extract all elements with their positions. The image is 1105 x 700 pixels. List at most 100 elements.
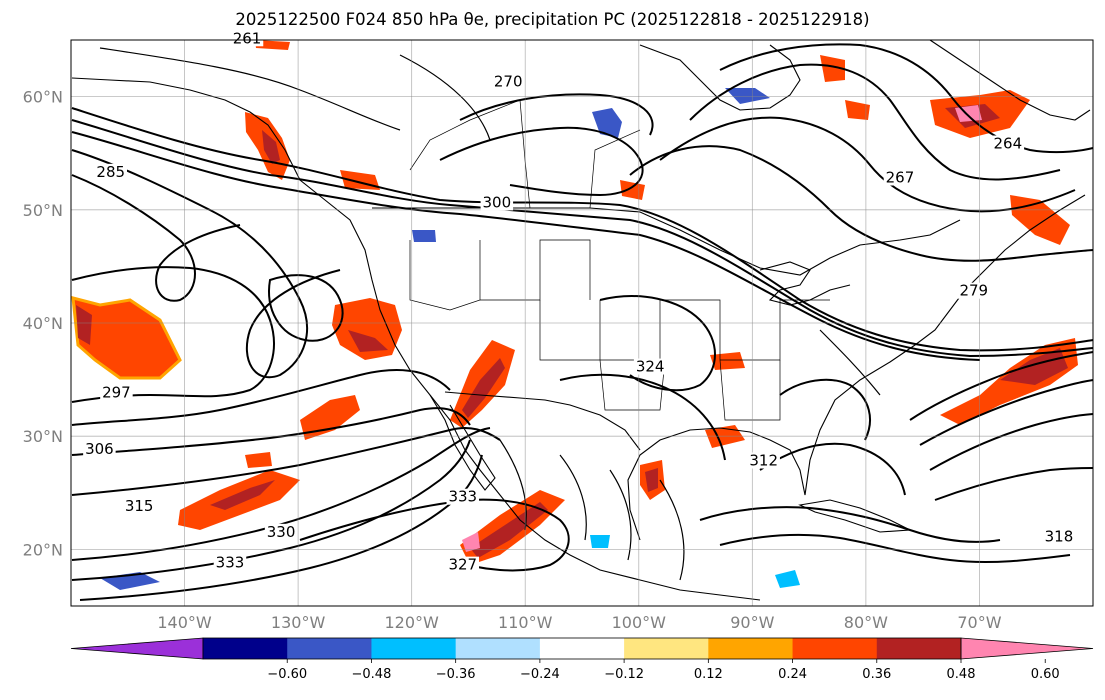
contour-label: 267 (886, 169, 915, 187)
colorbar-segment (203, 638, 288, 659)
contour-line-27 (719, 533, 1071, 564)
contour-label: 318 (1045, 527, 1074, 545)
contour-label: 312 (749, 452, 778, 470)
precip-area-hawaii-region (245, 452, 272, 468)
map-frame (70, 39, 1094, 607)
contour-line-16 (629, 145, 1094, 262)
contour-line-1 (71, 107, 1094, 352)
thin-contour-5 (609, 469, 632, 561)
lon-tick-label: 80°W (844, 613, 888, 632)
thin-contour-1 (99, 47, 401, 131)
state-border-3 (539, 300, 601, 361)
precip-area-gulf-core (645, 468, 658, 492)
map-panel: 285 297 306 300 270 324 333 330 333 327 318 279 312 2… (70, 29, 1094, 607)
contour-label: 306 (85, 440, 114, 458)
colorbar-tick-label: 0.12 (694, 667, 723, 682)
state-border-10 (409, 99, 521, 171)
contour-label-bg (213, 554, 247, 571)
precip-area-idaho-blue (412, 230, 436, 242)
contour-label-bg (94, 163, 127, 180)
contour-label: 285 (96, 163, 125, 181)
thin-contour-6 (659, 479, 685, 581)
contour-line-29 (779, 378, 871, 441)
contour-label: 330 (267, 523, 296, 541)
precip-area-southeast (710, 352, 745, 370)
contour-label-bg (100, 384, 133, 401)
coastlines (71, 39, 1091, 601)
colorbar-tick-label: 0.60 (1031, 667, 1060, 682)
colorbar-segment (792, 638, 878, 659)
contour-label: 270 (494, 72, 523, 90)
hudson-bay-coast (639, 44, 801, 111)
precip-area-ontario (845, 100, 870, 120)
lat-tick-label: 20°N (23, 540, 63, 559)
contour-label-bg (230, 30, 264, 47)
contour-line-30 (268, 274, 344, 342)
contour-line-10 (71, 427, 491, 561)
precip-area-hudson (820, 55, 845, 82)
contour-label-bg (480, 194, 514, 211)
alaska-coast (71, 77, 761, 601)
precip-area-quebec-blue (725, 88, 770, 104)
contour-label: 300 (483, 193, 512, 211)
precip-area-hudson-blue (592, 108, 622, 138)
contour-label-bg (446, 556, 480, 573)
contour-label: 315 (125, 497, 154, 515)
contour-line-23 (934, 467, 1094, 501)
colorbar-tick-label: 0.36 (862, 667, 891, 682)
precip-area-pacific-west-edge (71, 296, 182, 380)
precip-area-pacific-west-core (76, 305, 92, 345)
colorbar-tick-label: 0.48 (947, 667, 976, 682)
colorbar-outline (202, 637, 962, 660)
thin-contour-4 (559, 454, 587, 541)
precip-area-mexico-peak (462, 532, 480, 552)
us-mexico-border (444, 391, 641, 451)
precip-area-maritimes (1010, 195, 1070, 245)
contour-line-21 (919, 379, 1094, 446)
gridlines (71, 40, 1093, 606)
contour-label: 333 (216, 553, 245, 571)
contour-labels: 285 297 306 300 270 324 333 330 333 327 318 279 312 2… (83, 29, 1076, 574)
contour-label-bg (264, 523, 298, 540)
colorbar-segment (539, 638, 625, 659)
contour-label-bg (491, 73, 525, 90)
lon-tick-label: 70°W (957, 613, 1001, 632)
contour-line-7 (71, 369, 451, 426)
colorbar-tick-label: −0.60 (267, 667, 307, 682)
lat-tick-label: 60°N (23, 88, 63, 107)
colorbar-segment (876, 638, 962, 659)
precip-area-pnw-core (262, 130, 280, 164)
lat-tick-label: 50°N (23, 201, 63, 220)
longitude-axis-labels: 140°W 130°W 120°W 110°W 100°W 90°W 80°W 70°W (157, 613, 1001, 632)
lon-tick-label: 110°W (498, 613, 553, 632)
precip-area-mexico-blue (590, 535, 610, 548)
contour-line-2 (71, 119, 1094, 358)
precip-area-subtropical-core (210, 480, 275, 510)
colorbar-segment (708, 638, 794, 659)
contour-line-25 (559, 373, 726, 461)
contour-line-6 (71, 266, 275, 403)
colorbar-tick-label: −0.12 (604, 667, 644, 682)
precip-area-pacific-mid (300, 395, 360, 440)
contour-label-bg (446, 488, 480, 505)
colorbar-tick-label: −0.36 (436, 667, 476, 682)
state-border-9 (589, 129, 641, 209)
contour-line-4 (71, 149, 341, 379)
thin-contour-7 (819, 329, 881, 396)
colorbar-extend-min (70, 637, 204, 660)
precip-area-california (332, 298, 402, 360)
colorbar-tick-label: −0.24 (520, 667, 560, 682)
contour-label-bg (633, 358, 667, 375)
precip-area-caribbean-blue (775, 570, 800, 588)
thin-contour-3 (499, 439, 527, 531)
state-border-6 (720, 299, 830, 361)
baja-coast (429, 394, 496, 491)
lon-tick-label: 100°W (612, 613, 667, 632)
colorbar: −0.60 −0.48 −0.36 −0.24 −0.12 0.12 0.24 0.36 0.4… (70, 637, 1094, 682)
contour-label: 261 (233, 29, 262, 47)
precip-area-mexico-core (470, 502, 548, 558)
contour-line-19 (719, 43, 1094, 154)
precip-area-southwest-core (462, 358, 505, 418)
contour-label-bg (957, 282, 991, 299)
